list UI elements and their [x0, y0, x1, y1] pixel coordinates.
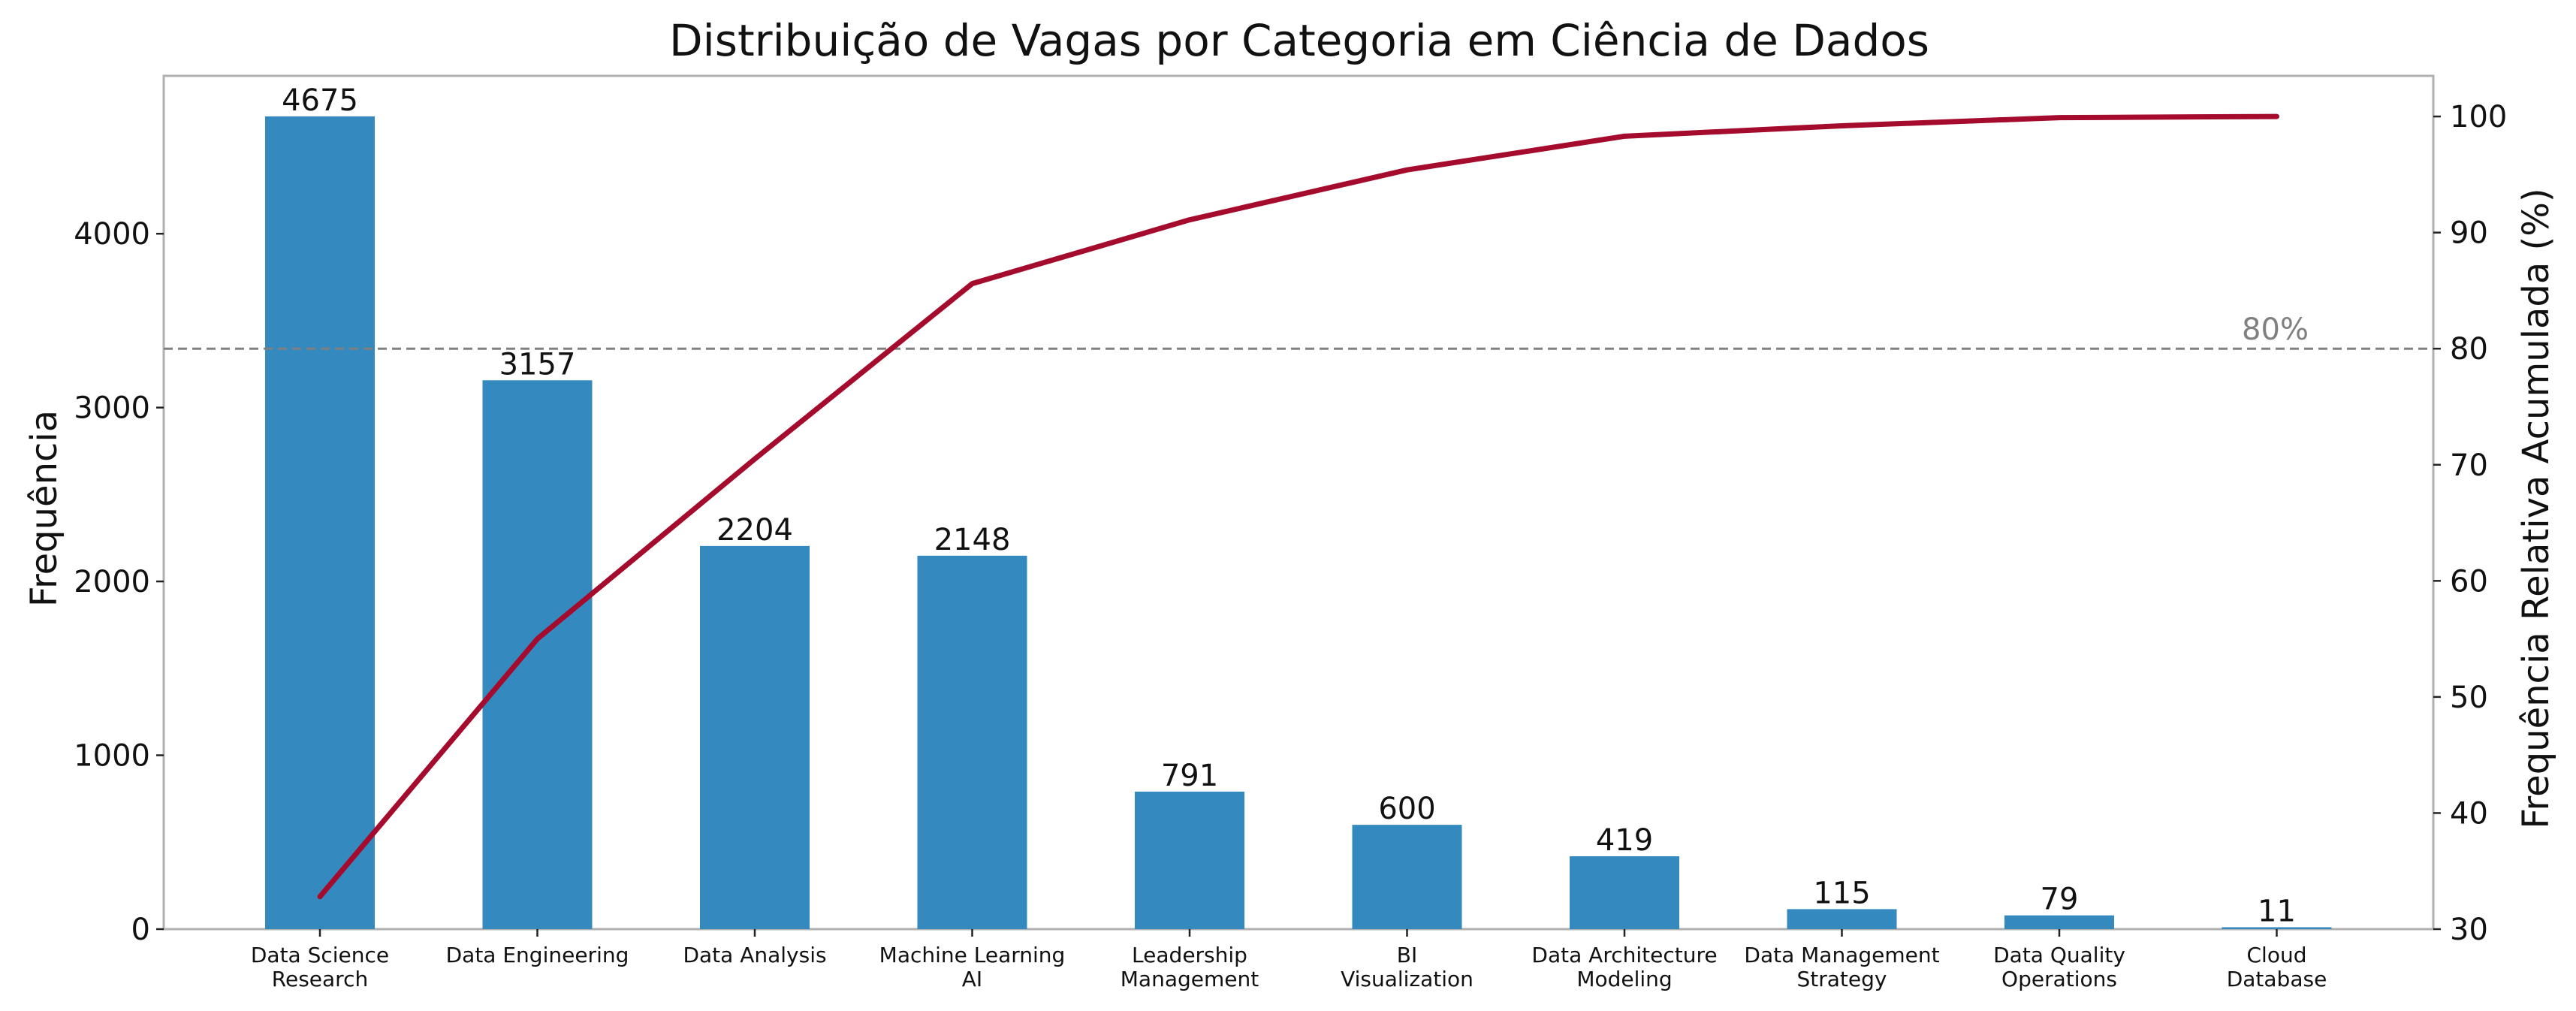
y2-tick-label: 80 — [2450, 332, 2488, 367]
x-tick-label: Data Engineering — [446, 943, 629, 967]
y2-tick-label: 100 — [2450, 100, 2507, 134]
bar — [265, 116, 375, 929]
bar-value-label: 4675 — [282, 83, 358, 118]
bar-value-label: 2148 — [934, 523, 1011, 557]
x-tick-label: Data Management Strategy — [1744, 943, 1939, 991]
bar — [2222, 927, 2332, 929]
y2-tick-label: 70 — [2450, 448, 2488, 483]
x-tick-label: Data Quality Operations — [1993, 943, 2125, 991]
plot-frame — [162, 74, 2435, 931]
bar — [700, 545, 810, 929]
y-axis-label: Frequência — [23, 410, 65, 607]
x-tick-label: Data Science Research — [251, 943, 389, 991]
y2-tick-label: 40 — [2450, 796, 2488, 831]
bar-value-label: 115 — [1813, 876, 1870, 910]
cumulative-percent-line — [317, 113, 2279, 900]
bar-value-label: 600 — [1378, 792, 1435, 826]
y-tick-label: 1000 — [74, 739, 150, 774]
x-tick-label: Cloud Database — [2227, 943, 2327, 991]
bar — [1570, 856, 1679, 929]
bar-value-label: 11 — [2258, 894, 2296, 928]
bar — [1787, 909, 1897, 929]
x-tick-label: Data Architecture Modeling — [1531, 943, 1717, 991]
y-tick-label: 3000 — [74, 391, 150, 426]
y-tick-label: 0 — [131, 913, 150, 947]
bar-value-label: 419 — [1596, 823, 1653, 858]
bar-value-label: 2204 — [716, 513, 793, 548]
y2-tick-label: 30 — [2450, 913, 2488, 947]
bar — [1352, 825, 1462, 929]
bar — [2004, 915, 2114, 929]
reference-line-label: 80% — [2242, 312, 2309, 347]
bar-value-label: 791 — [1161, 759, 1218, 793]
y2-tick-label: 90 — [2450, 216, 2488, 251]
x-tick-label: BI Visualization — [1341, 943, 1474, 991]
y2-tick-label: 50 — [2450, 681, 2488, 715]
bar-value-label: 3157 — [499, 347, 576, 382]
x-tick-label: Leadership Management — [1121, 943, 1259, 991]
bar — [1135, 791, 1244, 929]
bar-value-label: 79 — [2041, 883, 2079, 917]
y-tick-label: 4000 — [74, 217, 150, 252]
x-tick-label: Machine Learning AI — [879, 943, 1066, 991]
y-tick-label: 2000 — [74, 565, 150, 599]
y2-tick-label: 60 — [2450, 564, 2488, 599]
y2-axis-label: Frequência Relativa Acumulada (%) — [2515, 188, 2557, 828]
bar — [482, 380, 593, 929]
x-tick-label: Data Analysis — [683, 943, 826, 967]
bar — [917, 555, 1027, 929]
chart-title: Distribuição de Vagas por Categoria em C… — [669, 15, 1929, 66]
